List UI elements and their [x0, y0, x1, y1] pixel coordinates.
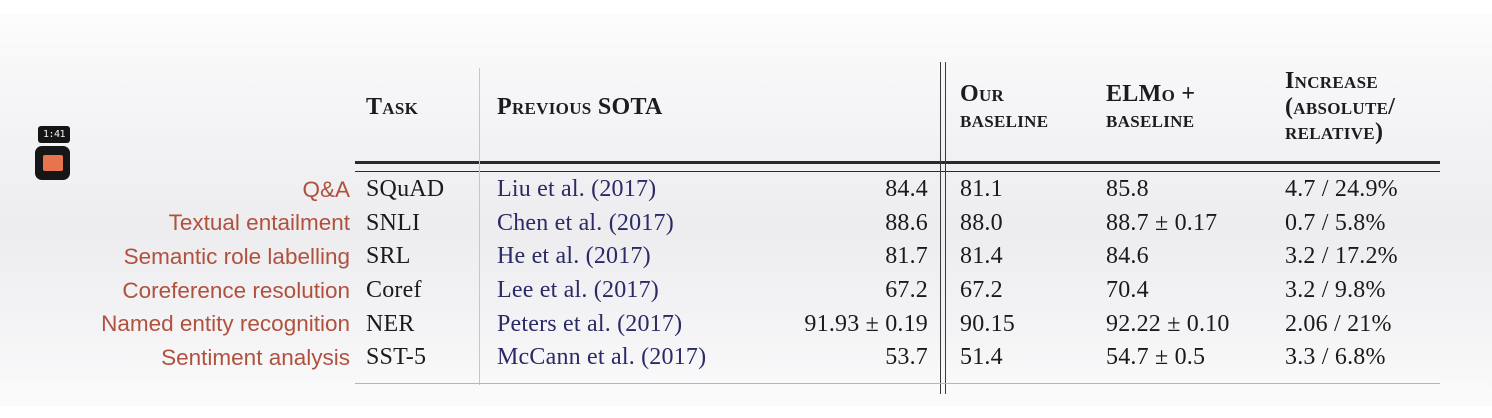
sota-cell: Lee et al. (2017) 67.2 [480, 274, 942, 308]
elmo-baseline-cell: 54.7 ± 0.5 [1106, 344, 1206, 371]
our-baseline-cell: 90.15 [960, 310, 1015, 337]
our-baseline-cell: 51.4 [960, 344, 1003, 371]
slide-background [0, 14, 1492, 406]
row-label: Textual entailment [168, 210, 350, 236]
sota-cell: McCann et al. (2017) 53.7 [480, 341, 942, 375]
sota-cell: Liu et al. (2017) 84.4 [480, 173, 942, 207]
sota-citation: McCann et al. (2017) [497, 344, 707, 371]
results-table: Task Previous SOTA Our baseline ELMo + b… [0, 60, 1442, 375]
stop-button[interactable] [35, 146, 70, 180]
sota-value: 91.93 ± 0.19 [804, 310, 928, 337]
increase-cell: 2.06 / 21% [1285, 310, 1392, 337]
stop-icon [43, 155, 63, 171]
increase-cell: 3.2 / 9.8% [1285, 277, 1386, 304]
task-column-divider [479, 68, 480, 385]
our-baseline-cell: 81.1 [960, 176, 1003, 203]
sota-value: 81.7 [885, 243, 928, 270]
task-cell: SST-5 [366, 344, 427, 371]
row-label: Semantic role labelling [123, 243, 350, 269]
col-header-increase: Increase (absolute/ relative) [1285, 67, 1396, 146]
elmo-baseline-cell: 70.4 [1106, 277, 1149, 304]
col-header-task: Task [366, 93, 419, 120]
task-cell: SRL [366, 243, 411, 270]
sota-value: 67.2 [885, 277, 928, 304]
our-baseline-cell: 81.4 [960, 243, 1003, 270]
sota-cell: Peters et al. (2017) 91.93 ± 0.19 [480, 307, 942, 341]
col-header-our-baseline: Our baseline [960, 80, 1049, 133]
row-label: Sentiment analysis [161, 344, 350, 370]
sota-citation: Peters et al. (2017) [497, 310, 683, 337]
our-baseline-cell: 67.2 [960, 277, 1003, 304]
sota-cell: He et al. (2017) 81.7 [480, 240, 942, 274]
task-cell: Coref [366, 277, 422, 304]
baseline-double-divider [940, 62, 946, 394]
elmo-baseline-cell: 85.8 [1106, 176, 1149, 203]
task-cell: SNLI [366, 209, 421, 236]
header-spacer [0, 60, 356, 173]
col-header-previous-sota: Previous SOTA [497, 93, 663, 120]
elmo-baseline-cell: 88.7 ± 0.17 [1106, 209, 1218, 236]
sota-value: 53.7 [885, 344, 928, 371]
sota-cell: Chen et al. (2017) 88.6 [480, 207, 942, 241]
col-header-elmo-baseline: ELMo + baseline [1106, 80, 1196, 133]
increase-cell: 0.7 / 5.8% [1285, 209, 1386, 236]
sota-value: 84.4 [885, 176, 928, 203]
header-double-rule [355, 161, 1440, 172]
task-cell: NER [366, 310, 415, 337]
task-cell: SQuAD [366, 176, 445, 203]
row-label: Q&A [302, 176, 350, 202]
increase-cell: 3.2 / 17.2% [1285, 243, 1398, 270]
our-baseline-cell: 88.0 [960, 209, 1003, 236]
table-bottom-rule [355, 383, 1440, 384]
sota-value: 88.6 [885, 209, 928, 236]
row-label: Coreference resolution [122, 277, 350, 303]
timestamp-badge[interactable]: 1:41 [38, 126, 70, 143]
sota-citation: Lee et al. (2017) [497, 277, 659, 304]
increase-cell: 4.7 / 24.9% [1285, 176, 1398, 203]
sota-citation: Liu et al. (2017) [497, 176, 657, 203]
row-label: Named entity recognition [101, 311, 350, 337]
elmo-baseline-cell: 84.6 [1106, 243, 1149, 270]
sota-citation: He et al. (2017) [497, 243, 651, 270]
sota-citation: Chen et al. (2017) [497, 209, 674, 236]
increase-cell: 3.3 / 6.8% [1285, 344, 1386, 371]
elmo-baseline-cell: 92.22 ± 0.10 [1106, 310, 1230, 337]
